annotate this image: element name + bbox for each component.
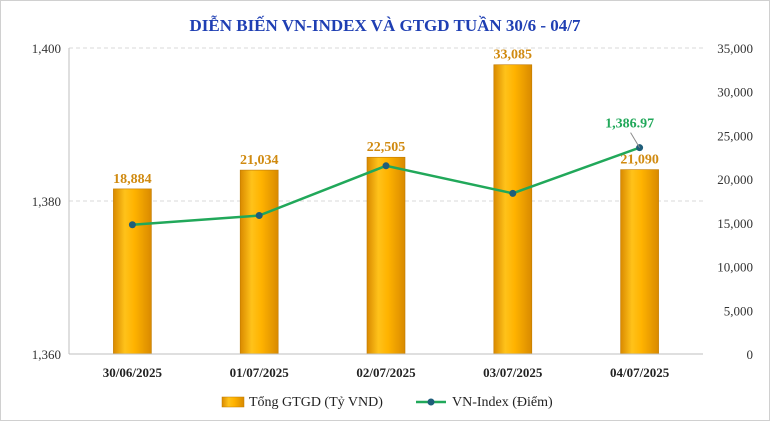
x-tick-label: 01/07/2025 <box>230 365 290 380</box>
line-series: 1,386.97 <box>128 117 654 229</box>
x-tick-label: 03/07/2025 <box>483 365 543 380</box>
line-point <box>255 212 263 220</box>
legend-swatch-bar <box>221 396 245 408</box>
line-data-label: 1,386.97 <box>605 117 654 132</box>
right-tick-label: 0 <box>747 347 754 362</box>
right-tick-label: 35,000 <box>717 41 753 56</box>
legend: Tổng GTGD (Tỷ VND) VN-Index (Điểm) <box>221 395 553 410</box>
right-tick-label: 5,000 <box>724 303 753 318</box>
bar-series <box>113 64 659 355</box>
bar <box>366 156 406 355</box>
legend-swatch-marker <box>427 398 435 406</box>
x-axis: 30/06/2025 01/07/2025 02/07/2025 03/07/2025… <box>69 353 703 380</box>
bar-data-label: 18,884 <box>113 172 152 187</box>
line-point <box>128 221 136 229</box>
bar <box>493 64 533 355</box>
left-y-axis: 1,360 1,380 1,400 <box>32 41 70 362</box>
left-tick-label: 1,380 <box>32 194 61 209</box>
bar-data-label: 21,090 <box>620 153 659 168</box>
legend-label-line: VN-Index (Điểm) <box>452 395 553 410</box>
right-tick-label: 10,000 <box>717 260 753 275</box>
bar-data-label: 22,505 <box>367 140 406 155</box>
bar <box>239 169 279 355</box>
bar <box>113 188 152 355</box>
line-point <box>382 162 390 170</box>
bar-data-labels: 18,884 21,034 22,505 33,085 21,090 <box>113 48 659 187</box>
right-tick-label: 20,000 <box>717 172 753 187</box>
right-tick-label: 15,000 <box>717 216 753 231</box>
right-tick-label: 25,000 <box>717 128 753 143</box>
bar-data-label: 21,034 <box>240 153 279 168</box>
left-tick-label: 1,360 <box>32 347 61 362</box>
x-tick-label: 02/07/2025 <box>356 365 416 380</box>
x-tick-label: 30/06/2025 <box>103 365 163 380</box>
right-tick-label: 30,000 <box>717 85 753 100</box>
left-tick-label: 1,400 <box>32 41 61 56</box>
chart-title: DIỄN BIẾN VN-INDEX VÀ GTGD TUẦN 30/6 - 0… <box>189 16 581 35</box>
line-label-leader <box>630 132 641 148</box>
bar-data-label: 33,085 <box>494 48 533 63</box>
line-point <box>509 189 517 197</box>
x-tick-label: 04/07/2025 <box>610 365 670 380</box>
right-y-axis: 0 5,000 10,000 15,000 20,000 25,000 30,000 35,0… <box>717 41 753 362</box>
bar <box>620 169 659 355</box>
legend-label-bar: Tổng GTGD (Tỷ VND) <box>249 395 383 410</box>
